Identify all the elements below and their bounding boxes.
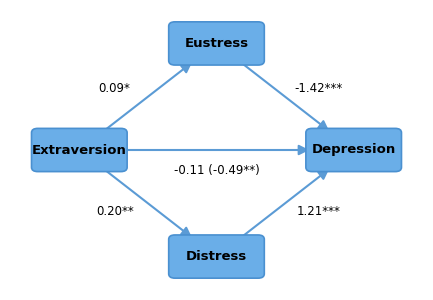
Text: Distress: Distress xyxy=(186,250,247,263)
Text: Eustress: Eustress xyxy=(184,37,249,50)
Text: 1.21***: 1.21*** xyxy=(297,206,340,218)
Text: Extraversion: Extraversion xyxy=(32,143,127,157)
FancyBboxPatch shape xyxy=(32,128,127,172)
Text: Depression: Depression xyxy=(312,143,396,157)
Text: -0.11 (-0.49**): -0.11 (-0.49**) xyxy=(174,164,259,177)
Text: 0.09*: 0.09* xyxy=(99,82,131,94)
FancyBboxPatch shape xyxy=(169,235,264,278)
Text: 0.20**: 0.20** xyxy=(96,206,133,218)
FancyBboxPatch shape xyxy=(306,128,401,172)
Text: -1.42***: -1.42*** xyxy=(294,82,343,94)
FancyBboxPatch shape xyxy=(169,22,264,65)
